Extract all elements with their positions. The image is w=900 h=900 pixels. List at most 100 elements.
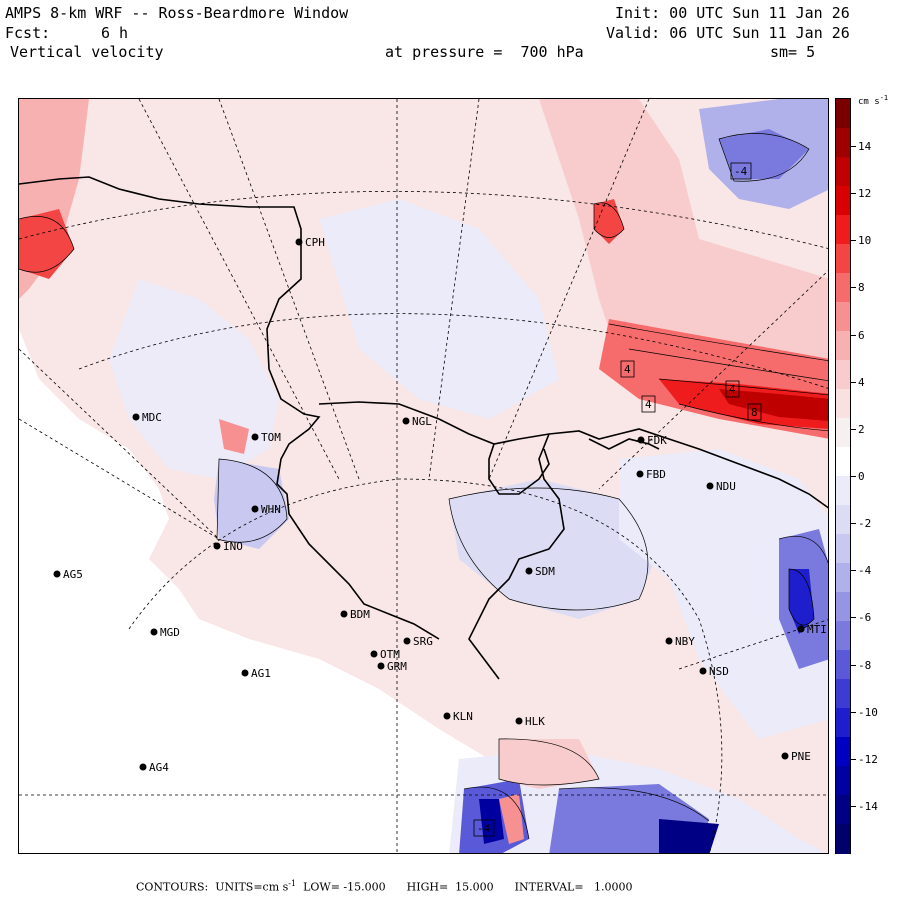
station-ag1: AG1 (241, 667, 271, 680)
colorbar-swatch (836, 737, 850, 767)
colorbar-units-exponent: -1 (879, 94, 889, 102)
station-marker (377, 662, 385, 670)
station-label: BDM (350, 608, 370, 621)
station-label: HLK (525, 715, 545, 728)
station-label: NSD (709, 665, 729, 678)
valid-time: Valid: 06 UTC Sun 11 Jan 26 (606, 24, 850, 42)
station-label: AG1 (251, 667, 271, 680)
station-whn: WHN (251, 503, 281, 516)
station-marker (636, 470, 644, 478)
contour-label-text: -4 (734, 165, 748, 178)
station-marker (150, 628, 158, 636)
station-label: GRM (387, 660, 407, 673)
station-nby: NBY (665, 635, 695, 648)
colorbar-swatch (836, 273, 850, 303)
station-label: PNE (791, 750, 811, 763)
negative-cell (719, 129, 809, 179)
contour-labels-layer: -4 4 4 4 8 -4 (473, 162, 762, 837)
colorbar-swatch (836, 215, 850, 245)
negative-cell (479, 799, 504, 844)
colorbar-tick (851, 475, 856, 477)
station-sdm: SDM (525, 565, 555, 578)
colorbar-swatch (836, 824, 850, 854)
colorbar-tick (851, 758, 856, 760)
colorbar-swatch (836, 621, 850, 651)
colorbar-swatch (836, 505, 850, 535)
station-pne: PNE (781, 750, 811, 763)
colorbar-units: cm s-1 (858, 94, 888, 107)
station-ino: INO (213, 540, 243, 553)
forecast-label: Fcst: (5, 24, 51, 42)
colorbar-label: 0 (858, 469, 865, 483)
station-marker (525, 567, 533, 575)
station-marker (370, 650, 378, 658)
station-label: OTM (380, 648, 400, 661)
colorbar-swatch (836, 708, 850, 738)
station-label: MTI (807, 623, 827, 636)
station-label: NDU (716, 480, 736, 493)
station-marker (251, 505, 259, 513)
colorbar-swatch (836, 795, 850, 825)
station-otm: OTM (370, 648, 400, 661)
colorbar-tick (851, 428, 856, 430)
station-marker (53, 570, 61, 578)
colorbar-tick (851, 805, 856, 807)
colorbar-swatch (836, 534, 850, 564)
station-marker (797, 625, 805, 633)
positive-cell (719, 389, 828, 421)
station-tom: TOM (251, 431, 281, 444)
contour-label-box (620, 360, 635, 378)
contour-label-box (725, 380, 740, 398)
station-marker (402, 417, 410, 425)
station-nsd: NSD (699, 665, 729, 678)
station-label: INO (223, 540, 243, 553)
station-marker (295, 238, 303, 246)
colorbar-tick (851, 664, 856, 666)
contours-label: CONTOURS: (136, 880, 209, 894)
colorbar-swatch (836, 592, 850, 622)
contour-label-box (473, 819, 495, 837)
station-marker (251, 433, 259, 441)
negative-area (619, 449, 828, 739)
colorbar-swatch (836, 447, 850, 477)
contour-label-text: 4 (624, 363, 631, 376)
colorbar-label: 12 (858, 187, 872, 201)
colorbar-label: -12 (858, 752, 878, 766)
colorbar-swatch (836, 679, 850, 709)
colorbar-label: -8 (858, 658, 872, 672)
station-label: WHN (261, 503, 281, 516)
colorbar-swatch (836, 186, 850, 216)
colorbar-swatch (836, 99, 850, 129)
station-label: NGL (412, 415, 432, 428)
field-name: Vertical velocity (10, 43, 164, 61)
positive-cell (19, 209, 74, 279)
station-label: FBD (646, 468, 666, 481)
station-marker (132, 413, 140, 421)
station-marker (637, 436, 645, 444)
station-label: TOM (261, 431, 281, 444)
units-exponent: -1 (288, 879, 297, 888)
colorbar-tick (851, 523, 856, 525)
colorbar-swatch (836, 476, 850, 506)
colorbar-swatch (836, 128, 850, 158)
contour-label: -4 (730, 162, 752, 180)
contour-label: -4 (473, 819, 495, 837)
colorbar-tick (851, 193, 856, 195)
neutral-region (19, 329, 489, 853)
colorbar-swatch (836, 157, 850, 187)
station-marker (213, 542, 221, 550)
colorbar (835, 98, 851, 854)
contour-label-text: 4 (729, 383, 736, 396)
forecast-hour: 6 h (101, 24, 129, 42)
station-grm: GRM (377, 660, 407, 673)
station-label: MDC (142, 411, 162, 424)
station-label: CPH (305, 236, 325, 249)
station-marker (139, 763, 147, 771)
station-marker (665, 637, 673, 645)
station-label: KLN (453, 710, 473, 723)
colorbar-label: -6 (858, 611, 872, 625)
positive-area (499, 739, 599, 789)
colorbar-tick (851, 381, 856, 383)
colorbar-swatch (836, 418, 850, 448)
graticule (19, 99, 828, 853)
